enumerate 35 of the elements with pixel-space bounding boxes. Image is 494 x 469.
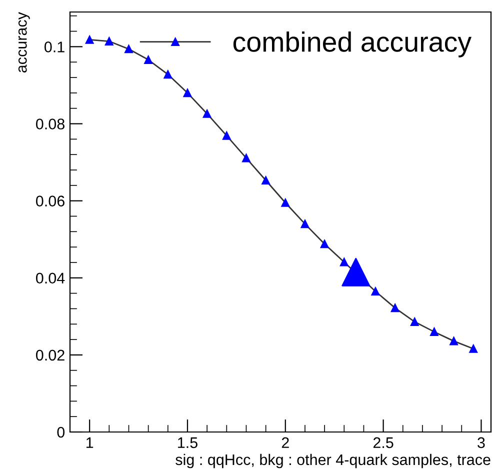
point [340,258,348,266]
y-tick-label: 0.1 [44,42,64,52]
point [124,44,133,54]
point [371,287,380,296]
point [262,176,270,185]
legend-label: combined accuracy [233,31,472,58]
x-tick-label: 2.5 [373,437,394,448]
point [390,304,400,312]
x-tick-label: 3 [478,437,485,448]
x-tick-label: 1.5 [178,437,198,448]
point [183,88,192,98]
point [300,220,310,228]
point [342,258,370,286]
point [104,37,114,46]
y-axis-title: accuracy [18,12,30,72]
x-tick-label: 2 [282,437,289,448]
point [430,328,438,336]
point [281,198,290,207]
y-tick-label: 0.06 [36,196,64,206]
point [202,110,212,118]
y-tick-label: 0.02 [36,350,64,361]
point [469,344,478,353]
y-tick-label: 0 [57,426,65,438]
point [320,240,329,248]
x-tick-label: 1 [86,437,94,448]
x-axis-title: sig : qqHcc, bkg : other 4-quark samples, trace [176,454,490,468]
point [144,56,152,64]
point [450,336,458,346]
point [242,154,250,162]
point [410,318,419,326]
y-tick-label: 0.04 [36,272,65,284]
point [222,132,231,140]
point [85,36,94,44]
y-tick-label: 0.08 [36,118,64,130]
point [164,70,172,79]
